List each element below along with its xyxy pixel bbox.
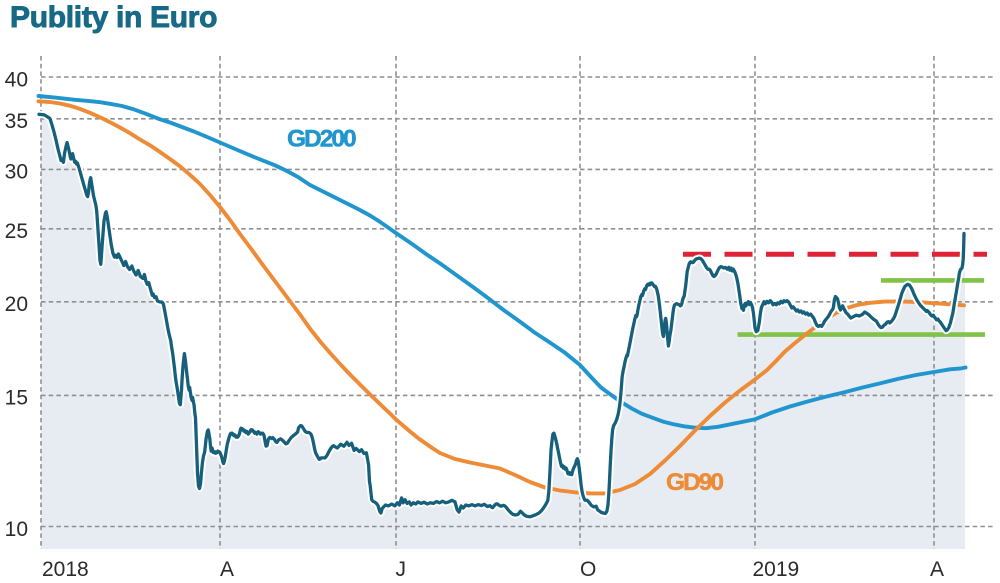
svg-text:A: A bbox=[220, 558, 234, 581]
svg-text:2018: 2018 bbox=[42, 558, 89, 581]
svg-text:10: 10 bbox=[5, 518, 28, 541]
svg-text:40: 40 bbox=[5, 68, 28, 91]
svg-text:Publity in Euro: Publity in Euro bbox=[10, 1, 217, 34]
svg-text:2019: 2019 bbox=[753, 558, 800, 581]
svg-text:15: 15 bbox=[5, 387, 28, 410]
svg-text:O: O bbox=[580, 558, 596, 581]
svg-text:J: J bbox=[396, 558, 407, 581]
svg-text:20: 20 bbox=[5, 293, 28, 316]
svg-text:A: A bbox=[930, 558, 944, 581]
svg-text:GD90: GD90 bbox=[666, 469, 723, 496]
svg-text:35: 35 bbox=[5, 110, 28, 133]
svg-text:30: 30 bbox=[5, 161, 28, 184]
svg-text:GD200: GD200 bbox=[287, 126, 356, 153]
svg-text:25: 25 bbox=[5, 220, 28, 243]
